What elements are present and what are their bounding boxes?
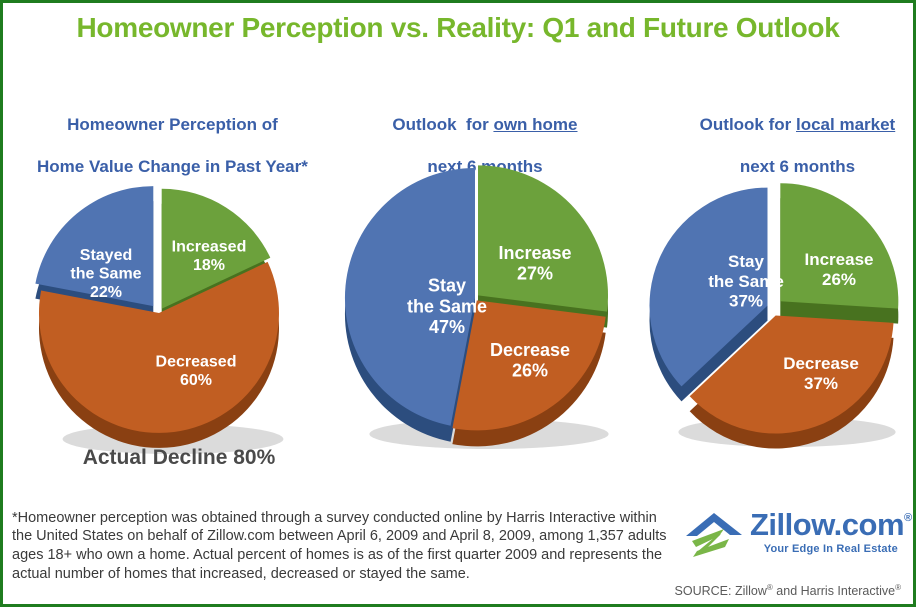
pie-chart-own-home: Increase 27% Decrease 26%Stay the Same 47% — [344, 165, 609, 449]
heading-line2: Home Value Change in Past Year* — [37, 157, 308, 176]
pie-chart-local-market: Increase 26% Decrease 37% Stay the Same 37% — [649, 183, 899, 449]
pie-slice-label: Increase 26% — [805, 250, 874, 289]
zillow-house-icon — [686, 513, 742, 557]
footnote-text: *Homeowner perception was obtained throu… — [12, 509, 667, 583]
heading-line2: next 6 months — [739, 157, 856, 176]
source-attribution: SOURCE: Zillow® and Harris Interactive® — [674, 583, 901, 599]
pie-slice-label: Stay the Same 47% — [407, 275, 487, 337]
pie-slice-label: Increase 27% — [498, 243, 571, 284]
zillow-logo: Zillow.com® Your Edge In Real Estate — [683, 509, 912, 559]
zillow-logo-text: Zillow.com® — [750, 507, 912, 542]
pie-slice-label: Stay the Same 37% — [708, 252, 784, 311]
chart-heading-perception: Homeowner Perception of Home Value Chang… — [8, 93, 318, 198]
heading-line1: Homeowner Perception of — [67, 115, 278, 134]
page-title: Homeowner Perception vs. Reality: Q1 and… — [76, 12, 840, 43]
pie-chart-perception: Increased 18% Decreased 60% Stayed the Same 22… — [35, 186, 284, 454]
registered-mark: ® — [904, 512, 912, 524]
pie-slice-label: Decreased 60% — [156, 353, 237, 389]
heading-line1: Outlook for — [392, 115, 494, 134]
registered-mark: ® — [766, 583, 773, 592]
pie-slice-label: Decrease 37% — [783, 354, 859, 393]
registered-mark: ® — [895, 583, 901, 592]
pie-slice-decrease — [689, 315, 894, 434]
pie-slice-decreased — [38, 261, 279, 433]
heading-line1: Outlook for — [699, 115, 796, 134]
pie-slice-increase — [780, 183, 899, 309]
heading-underlined: own home — [493, 115, 578, 134]
pie-slice-stay-the-same — [649, 187, 768, 387]
heading-underlined: local market — [796, 115, 896, 134]
pie-slice-label: Increased 18% — [172, 238, 247, 274]
pie-slice-stayed-the-same — [35, 186, 154, 307]
chart-heading-local-market: Outlook for local market next 6 months — [643, 93, 913, 198]
pie-slice-stay-the-same — [344, 168, 475, 426]
pie-slice-increased — [161, 188, 271, 309]
pie-slice-label: Stayed the Same 22% — [70, 247, 141, 301]
pie-slice-label: Decrease 26% — [490, 340, 570, 381]
pie-slice-increase — [478, 165, 609, 312]
zillow-tagline: Your Edge In Real Estate — [763, 543, 898, 555]
actual-decline-note: Actual Decline 80% — [82, 446, 276, 469]
pie-slice-decrease — [452, 300, 606, 431]
